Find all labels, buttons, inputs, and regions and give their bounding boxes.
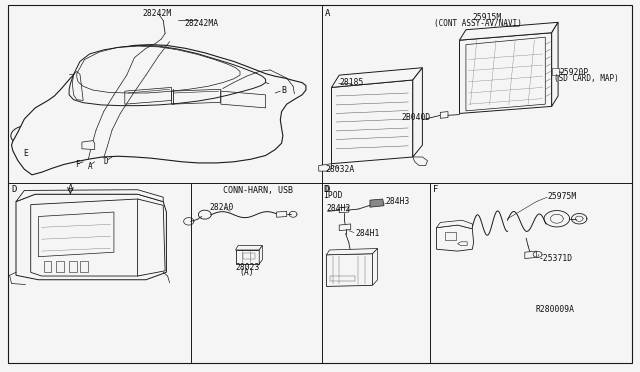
Polygon shape xyxy=(38,212,114,257)
Text: D: D xyxy=(324,185,330,194)
Polygon shape xyxy=(413,157,428,166)
Text: 28185: 28185 xyxy=(339,78,364,87)
Polygon shape xyxy=(525,251,536,259)
Polygon shape xyxy=(372,248,378,285)
Circle shape xyxy=(352,110,380,126)
Polygon shape xyxy=(236,250,259,264)
Polygon shape xyxy=(69,45,266,106)
Text: A: A xyxy=(325,9,330,17)
Text: 25975M: 25975M xyxy=(548,192,577,201)
Polygon shape xyxy=(436,220,472,229)
Polygon shape xyxy=(138,199,165,276)
Text: (A): (A) xyxy=(239,268,254,277)
Polygon shape xyxy=(458,242,467,246)
Text: F: F xyxy=(76,160,80,169)
Polygon shape xyxy=(413,68,422,157)
Polygon shape xyxy=(236,246,262,250)
Bar xyxy=(243,253,255,259)
Polygon shape xyxy=(319,164,332,171)
Polygon shape xyxy=(466,37,545,111)
Text: 284H3: 284H3 xyxy=(386,197,410,206)
Text: 2B040D: 2B040D xyxy=(402,113,431,122)
Polygon shape xyxy=(332,68,422,87)
Text: F: F xyxy=(433,185,438,194)
Polygon shape xyxy=(326,248,378,255)
Text: (SD CARD, MAP): (SD CARD, MAP) xyxy=(554,74,619,83)
Text: IPOD: IPOD xyxy=(323,191,342,200)
Polygon shape xyxy=(552,22,558,106)
Text: A: A xyxy=(88,162,93,171)
Text: 25915M: 25915M xyxy=(472,13,502,22)
Bar xyxy=(80,261,88,272)
Bar xyxy=(56,261,64,272)
Text: D: D xyxy=(323,185,328,194)
Bar xyxy=(330,276,355,281)
Polygon shape xyxy=(326,254,372,286)
Circle shape xyxy=(11,125,47,146)
Text: CONN-HARN, USB: CONN-HARN, USB xyxy=(223,186,292,195)
Text: D: D xyxy=(104,157,108,166)
Polygon shape xyxy=(16,190,163,202)
Polygon shape xyxy=(460,33,552,113)
Text: 282A0: 282A0 xyxy=(210,203,234,212)
Text: A: A xyxy=(68,185,73,193)
Polygon shape xyxy=(82,141,95,150)
Text: 28023: 28023 xyxy=(236,263,260,272)
Text: 284H2: 284H2 xyxy=(326,204,351,213)
Polygon shape xyxy=(16,194,166,280)
Text: 284H1: 284H1 xyxy=(355,229,380,238)
Text: D: D xyxy=(12,185,17,194)
Polygon shape xyxy=(440,112,448,118)
Text: -25371D: -25371D xyxy=(539,254,573,263)
Polygon shape xyxy=(12,45,306,175)
Text: 28242MA: 28242MA xyxy=(184,19,218,28)
Bar xyxy=(69,261,77,272)
Polygon shape xyxy=(259,246,262,264)
Text: E: E xyxy=(23,149,28,158)
Bar xyxy=(445,232,456,240)
Polygon shape xyxy=(339,224,351,231)
Polygon shape xyxy=(339,207,349,213)
Text: 28032A: 28032A xyxy=(325,165,355,174)
Bar xyxy=(552,68,559,75)
Text: R280009A: R280009A xyxy=(535,305,574,314)
Text: 28242M: 28242M xyxy=(142,9,172,18)
Polygon shape xyxy=(332,80,413,164)
Bar xyxy=(44,261,51,272)
Polygon shape xyxy=(436,225,474,251)
Polygon shape xyxy=(460,22,558,40)
Text: B: B xyxy=(282,86,287,94)
Polygon shape xyxy=(370,199,384,207)
Text: 25920P: 25920P xyxy=(559,68,589,77)
Polygon shape xyxy=(31,199,155,276)
Text: (CONT ASSY-AV/NAVI): (CONT ASSY-AV/NAVI) xyxy=(434,19,522,28)
Polygon shape xyxy=(276,211,287,217)
